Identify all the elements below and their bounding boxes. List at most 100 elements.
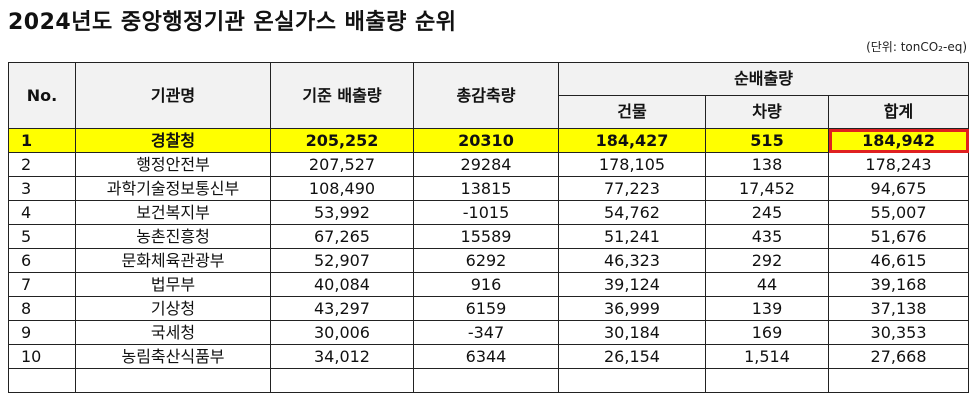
title: 2024년도 중앙행정기관 온실가스 배출량 순위 [8, 10, 457, 35]
table-cell: 2 [8, 152, 76, 177]
table-cell: 경찰청 [75, 128, 271, 153]
table-cell: 20310 [413, 128, 559, 153]
table-cell: 국세청 [75, 320, 271, 345]
table-cell: 농림축산식품부 [75, 344, 271, 369]
table-row: 3 과학기술정보통신부 108,490 13815 77,223 17,452 94,675 [8, 176, 970, 201]
table-cell: 51,241 [558, 224, 706, 249]
table-cell: 515 [705, 128, 829, 153]
table-cell: 9 [8, 320, 76, 345]
header-cell: 차량 [705, 95, 829, 129]
table-cell: 94,675 [827, 176, 970, 201]
table-cell: 54,762 [558, 200, 706, 225]
table-cell: 과학기술정보통신부 [75, 176, 271, 201]
table-cell: 53,992 [270, 200, 414, 225]
table-cell: 보건복지부 [75, 200, 271, 225]
header-cell: 총감축량 [413, 62, 559, 129]
table-cell: 29284 [413, 152, 559, 177]
table-cell: 3 [8, 176, 76, 201]
table-cell: 139 [705, 296, 829, 321]
table-cell [827, 368, 970, 393]
table-cell: 30,006 [270, 320, 414, 345]
table-cell: 43,297 [270, 296, 414, 321]
table-cell: 292 [705, 248, 829, 273]
table-row: 4 보건복지부 53,992 -1015 54,762 245 55,007 [8, 200, 970, 225]
table-cell: 15589 [413, 224, 559, 249]
header-cell: 기준 배출량 [270, 62, 414, 129]
table-cell: 207,527 [270, 152, 414, 177]
table-row: 1 경찰청 205,252 20310 184,427 515 184,942 [8, 128, 970, 153]
table-row: 9 국세청 30,006 -347 30,184 169 30,353 [8, 320, 970, 345]
table-cell: 37,138 [827, 296, 970, 321]
table-cell: 6 [8, 248, 76, 273]
table-cell: 178,105 [558, 152, 706, 177]
table-cell: 13815 [413, 176, 559, 201]
table-body: 1 경찰청 205,252 20310 184,427 515 184,942 2 행정안전부 2… [8, 128, 970, 393]
header-cell: 건물 [558, 95, 706, 129]
table-cell: 6292 [413, 248, 559, 273]
table-cell: 7 [8, 272, 76, 297]
table-cell: -347 [413, 320, 559, 345]
table-cell: 행정안전부 [75, 152, 271, 177]
table-cell: 184,427 [558, 128, 706, 153]
table-row: 2 행정안전부 207,527 29284 178,105 138 178,243 [8, 152, 970, 177]
table-cell: 법무부 [75, 272, 271, 297]
unit-note: (단위: tonCO₂-eq) [866, 40, 967, 54]
table-cell: 67,265 [270, 224, 414, 249]
table-row: 8 기상청 43,297 6159 36,999 139 37,138 [8, 296, 970, 321]
table-cell: 44 [705, 272, 829, 297]
table-cell: 46,615 [827, 248, 970, 273]
table-cell [558, 368, 706, 393]
table-cell: 40,084 [270, 272, 414, 297]
table-cell: 108,490 [270, 176, 414, 201]
table-cell: 10 [8, 344, 76, 369]
emission-table: No. 기관명 기준 배출량 총감축량 순배출량 건물 차량 합계 1 경찰청 20… [8, 62, 970, 393]
table-row: 5 농촌진흥청 67,265 15589 51,241 435 51,676 [8, 224, 970, 249]
table-cell: 435 [705, 224, 829, 249]
table-row: 7 법무부 40,084 916 39,124 44 39,168 [8, 272, 970, 297]
table-cell: 17,452 [705, 176, 829, 201]
table-cell: 1,514 [705, 344, 829, 369]
table-cell [413, 368, 559, 393]
table-cell: 169 [705, 320, 829, 345]
table-row: 6 문화체육관광부 52,907 6292 46,323 292 46,615 [8, 248, 970, 273]
table-cell: 농촌진흥청 [75, 224, 271, 249]
table-cell: 1 [8, 128, 76, 153]
table-cell: 6159 [413, 296, 559, 321]
table-cell: 51,676 [827, 224, 970, 249]
table-cell: 34,012 [270, 344, 414, 369]
header-cell: 기관명 [75, 62, 271, 129]
table-row [8, 368, 970, 393]
table-cell: 6344 [413, 344, 559, 369]
table-cell: 39,124 [558, 272, 706, 297]
table-cell: 30,353 [827, 320, 970, 345]
table-cell: -1015 [413, 200, 559, 225]
table-cell: 26,154 [558, 344, 706, 369]
table-cell [75, 368, 271, 393]
table-row: 10 농림축산식품부 34,012 6344 26,154 1,514 27,668 [8, 344, 970, 369]
table-cell: 205,252 [270, 128, 414, 153]
table-cell [270, 368, 414, 393]
table-cell: 문화체육관광부 [75, 248, 271, 273]
table-cell: 52,907 [270, 248, 414, 273]
table-cell: 77,223 [558, 176, 706, 201]
table-cell: 36,999 [558, 296, 706, 321]
table-cell [8, 368, 76, 393]
table-cell: 184,942 [827, 128, 970, 153]
header-cell: No. [8, 62, 76, 129]
table-cell: 46,323 [558, 248, 706, 273]
header-cell: 순배출량 [557, 62, 970, 96]
header-cell: 합계 [827, 95, 970, 129]
table-cell: 39,168 [827, 272, 970, 297]
table-cell: 55,007 [827, 200, 970, 225]
table-cell: 27,668 [827, 344, 970, 369]
table-cell [705, 368, 829, 393]
table-cell: 916 [413, 272, 559, 297]
table-cell: 4 [8, 200, 76, 225]
table-cell: 5 [8, 224, 76, 249]
table-cell: 30,184 [558, 320, 706, 345]
table-cell: 8 [8, 296, 76, 321]
table-cell: 기상청 [75, 296, 271, 321]
table-cell: 138 [705, 152, 829, 177]
table-cell: 245 [705, 200, 829, 225]
